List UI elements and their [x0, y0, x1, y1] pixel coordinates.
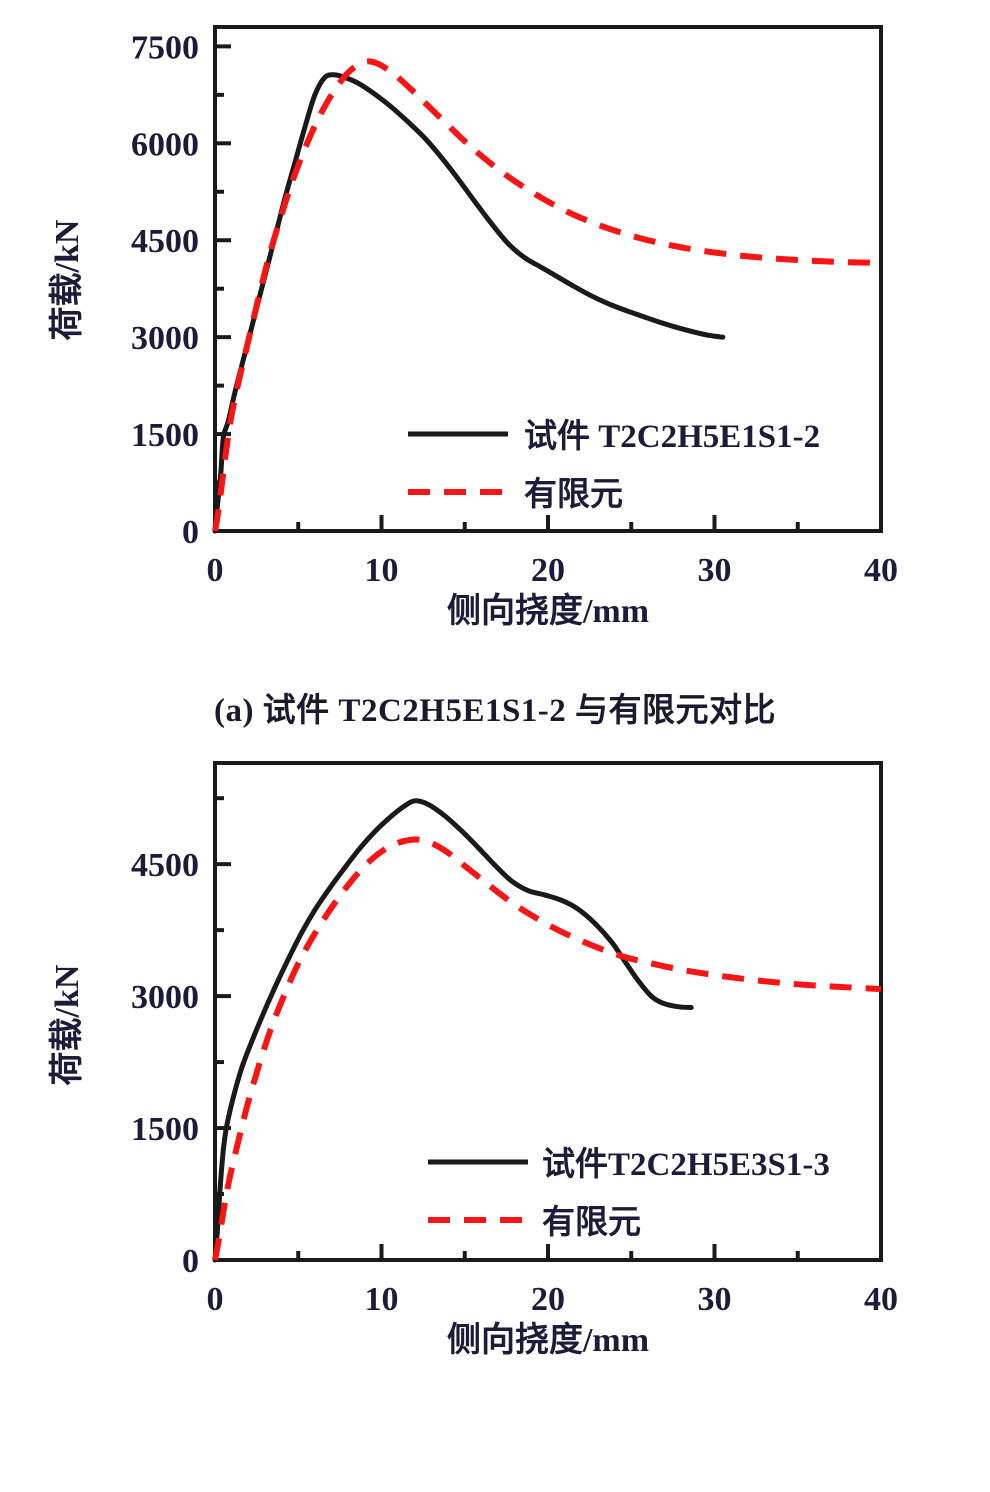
x-tick-label: 10	[365, 552, 399, 589]
x-tick-label: 20	[531, 552, 565, 589]
chart-a-legend-label-fem: 有限元	[524, 476, 623, 513]
chart-a-frame	[213, 25, 883, 533]
x-tick-label: 40	[864, 1281, 898, 1318]
chart-a-y-axis-title: 荷载/kN	[48, 219, 86, 340]
x-tick-label: 30	[698, 552, 732, 589]
y-tick-label: 3000	[131, 979, 199, 1016]
x-tick-label: 20	[531, 1281, 565, 1318]
chart-a-y-tick-labels: 0 1500 3000 4500 6000 7500	[131, 29, 199, 551]
chart-a-legend-label-specimen: 试件 T2C2H5E1S1-2	[524, 418, 820, 455]
chart-a-legend: 试件 T2C2H5E1S1-2 有限元	[408, 418, 820, 513]
figure-panel-b: 0 1500 3000 4500 0 10 20 30 40 侧向挠度/mm 荷载/kN 试件…	[0, 750, 990, 1492]
y-tick-label: 4500	[131, 847, 199, 884]
chart-b-legend-label-fem: 有限元	[542, 1204, 641, 1241]
chart-b-x-axis-title: 侧向挠度/mm	[447, 1321, 649, 1359]
chart-b-frame	[213, 761, 883, 1262]
x-tick-label: 40	[864, 552, 898, 589]
figure-panel-a: 0 1500 3000 4500 6000 7500 0 10 20 30 40 侧向挠度/mm …	[0, 0, 990, 729]
figure-caption-a: (a) 试件 T2C2H5E1S1-2 与有限元对比	[213, 693, 777, 729]
x-tick-label: 10	[365, 1281, 399, 1318]
y-tick-label: 1500	[131, 417, 199, 454]
x-tick-label: 30	[698, 1281, 732, 1318]
y-tick-label: 0	[182, 1243, 199, 1280]
chart-a-y-ticks	[215, 44, 231, 533]
chart-a-series-fem	[212, 58, 882, 532]
chart-a-plot-area: 0 1500 3000 4500 6000 7500 0 10 20 30 40 侧向挠度/mm …	[0, 0, 990, 660]
chart-b-legend-label-specimen: 试件T2C2H5E3S1-3	[542, 1146, 830, 1183]
y-tick-label: 6000	[131, 126, 199, 163]
x-tick-label: 0	[207, 552, 224, 589]
x-tick-label: 0	[207, 1281, 224, 1318]
chart-a-x-axis-title: 侧向挠度/mm	[447, 592, 649, 630]
chart-b-series-specimen	[212, 798, 694, 1263]
y-tick-label: 0	[182, 514, 199, 551]
chart-b-y-axis-title: 荷载/kN	[48, 964, 86, 1085]
chart-b-plot-area: 0 1500 3000 4500 0 10 20 30 40 侧向挠度/mm 荷载/kN 试件…	[0, 750, 990, 1410]
y-tick-label: 1500	[131, 1111, 199, 1148]
y-tick-label: 3000	[131, 320, 199, 357]
y-tick-label: 7500	[131, 29, 199, 66]
chart-b-legend: 试件T2C2H5E3S1-3 有限元	[428, 1146, 830, 1241]
chart-b-x-tick-labels: 0 10 20 30 40	[207, 1281, 899, 1318]
chart-a-x-tick-labels: 0 10 20 30 40	[207, 552, 899, 589]
chart-b-y-tick-labels: 0 1500 3000 4500	[131, 847, 199, 1280]
y-tick-label: 4500	[131, 223, 199, 260]
